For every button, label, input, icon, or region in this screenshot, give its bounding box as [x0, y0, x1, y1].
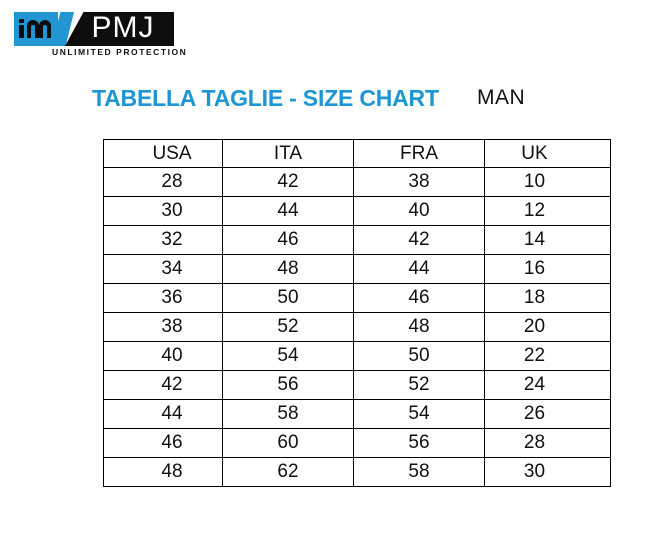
cell-ita: 46	[222, 225, 354, 255]
cell-fra: 46	[353, 283, 485, 313]
cell-fra: 52	[353, 370, 485, 400]
cell-uk: 14	[484, 225, 611, 255]
logo-wordmark-block	[65, 12, 174, 46]
cell-fra: 42	[353, 225, 485, 255]
logo-tagline: UNLIMITED PROTECTION	[52, 47, 188, 57]
cell-ita: 52	[222, 312, 354, 342]
cell-usa: 46	[103, 428, 223, 458]
cell-fra: 48	[353, 312, 485, 342]
cell-fra: 54	[353, 399, 485, 429]
table-row: 28 42 38 10	[103, 167, 611, 197]
cell-uk: 12	[484, 196, 611, 226]
cell-fra: 40	[353, 196, 485, 226]
cell-usa: 28	[103, 167, 223, 197]
cell-uk: 16	[484, 254, 611, 284]
table-header: USA ITA FRA UK	[103, 139, 611, 168]
pmj-m-monogram-icon	[14, 12, 58, 46]
table-row: 46 60 56 28	[103, 428, 611, 458]
cell-uk: 22	[484, 341, 611, 371]
table-row: 48 62 58 30	[103, 457, 611, 487]
cell-ita: 50	[222, 283, 354, 313]
gender-label: MAN	[477, 86, 526, 109]
table-row: 30 44 40 12	[103, 196, 611, 226]
cell-usa: 34	[103, 254, 223, 284]
cell-fra: 56	[353, 428, 485, 458]
table-row: 40 54 50 22	[103, 341, 611, 371]
logo-lockup: PMJ	[14, 11, 174, 46]
cell-uk: 30	[484, 457, 611, 487]
table-body: 28 42 38 10 30 44 40 12 32 46 42 14 34 4…	[103, 167, 611, 487]
cell-usa: 48	[103, 457, 223, 487]
cell-uk: 20	[484, 312, 611, 342]
column-header-fra: FRA	[353, 139, 485, 168]
cell-usa: 42	[103, 370, 223, 400]
cell-ita: 42	[222, 167, 354, 197]
table-row: 36 50 46 18	[103, 283, 611, 313]
cell-usa: 44	[103, 399, 223, 429]
table-row: 42 56 52 24	[103, 370, 611, 400]
cell-ita: 44	[222, 196, 354, 226]
cell-usa: 36	[103, 283, 223, 313]
brand-logo: PMJ UNLIMITED PROTECTION	[14, 11, 188, 58]
cell-uk: 18	[484, 283, 611, 313]
cell-uk: 10	[484, 167, 611, 197]
column-header-ita: ITA	[222, 139, 354, 168]
cell-ita: 56	[222, 370, 354, 400]
cell-ita: 48	[222, 254, 354, 284]
table-row: 34 48 44 16	[103, 254, 611, 284]
page-title: TABELLA TAGLIE - SIZE CHART	[92, 85, 439, 111]
table-row: 38 52 48 20	[103, 312, 611, 342]
cell-uk: 26	[484, 399, 611, 429]
cell-usa: 38	[103, 312, 223, 342]
cell-ita: 60	[222, 428, 354, 458]
title-row: TABELLA TAGLIE - SIZE CHART MAN	[92, 84, 592, 112]
logo-wordmark-text: PMJ	[91, 11, 155, 44]
cell-usa: 40	[103, 341, 223, 371]
table-header-row: USA ITA FRA UK	[103, 139, 611, 168]
cell-fra: 44	[353, 254, 485, 284]
column-header-uk: UK	[484, 139, 611, 168]
cell-uk: 28	[484, 428, 611, 458]
cell-ita: 54	[222, 341, 354, 371]
cell-usa: 30	[103, 196, 223, 226]
cell-fra: 58	[353, 457, 485, 487]
table-row: 44 58 54 26	[103, 399, 611, 429]
cell-usa: 32	[103, 225, 223, 255]
cell-fra: 50	[353, 341, 485, 371]
cell-uk: 24	[484, 370, 611, 400]
cell-fra: 38	[353, 167, 485, 197]
size-chart-table: USA ITA FRA UK 28 42 38 10 30 44 40 12 3…	[103, 139, 611, 487]
cell-ita: 62	[222, 457, 354, 487]
table-row: 32 46 42 14	[103, 225, 611, 255]
cell-ita: 58	[222, 399, 354, 429]
column-header-usa: USA	[103, 139, 223, 168]
